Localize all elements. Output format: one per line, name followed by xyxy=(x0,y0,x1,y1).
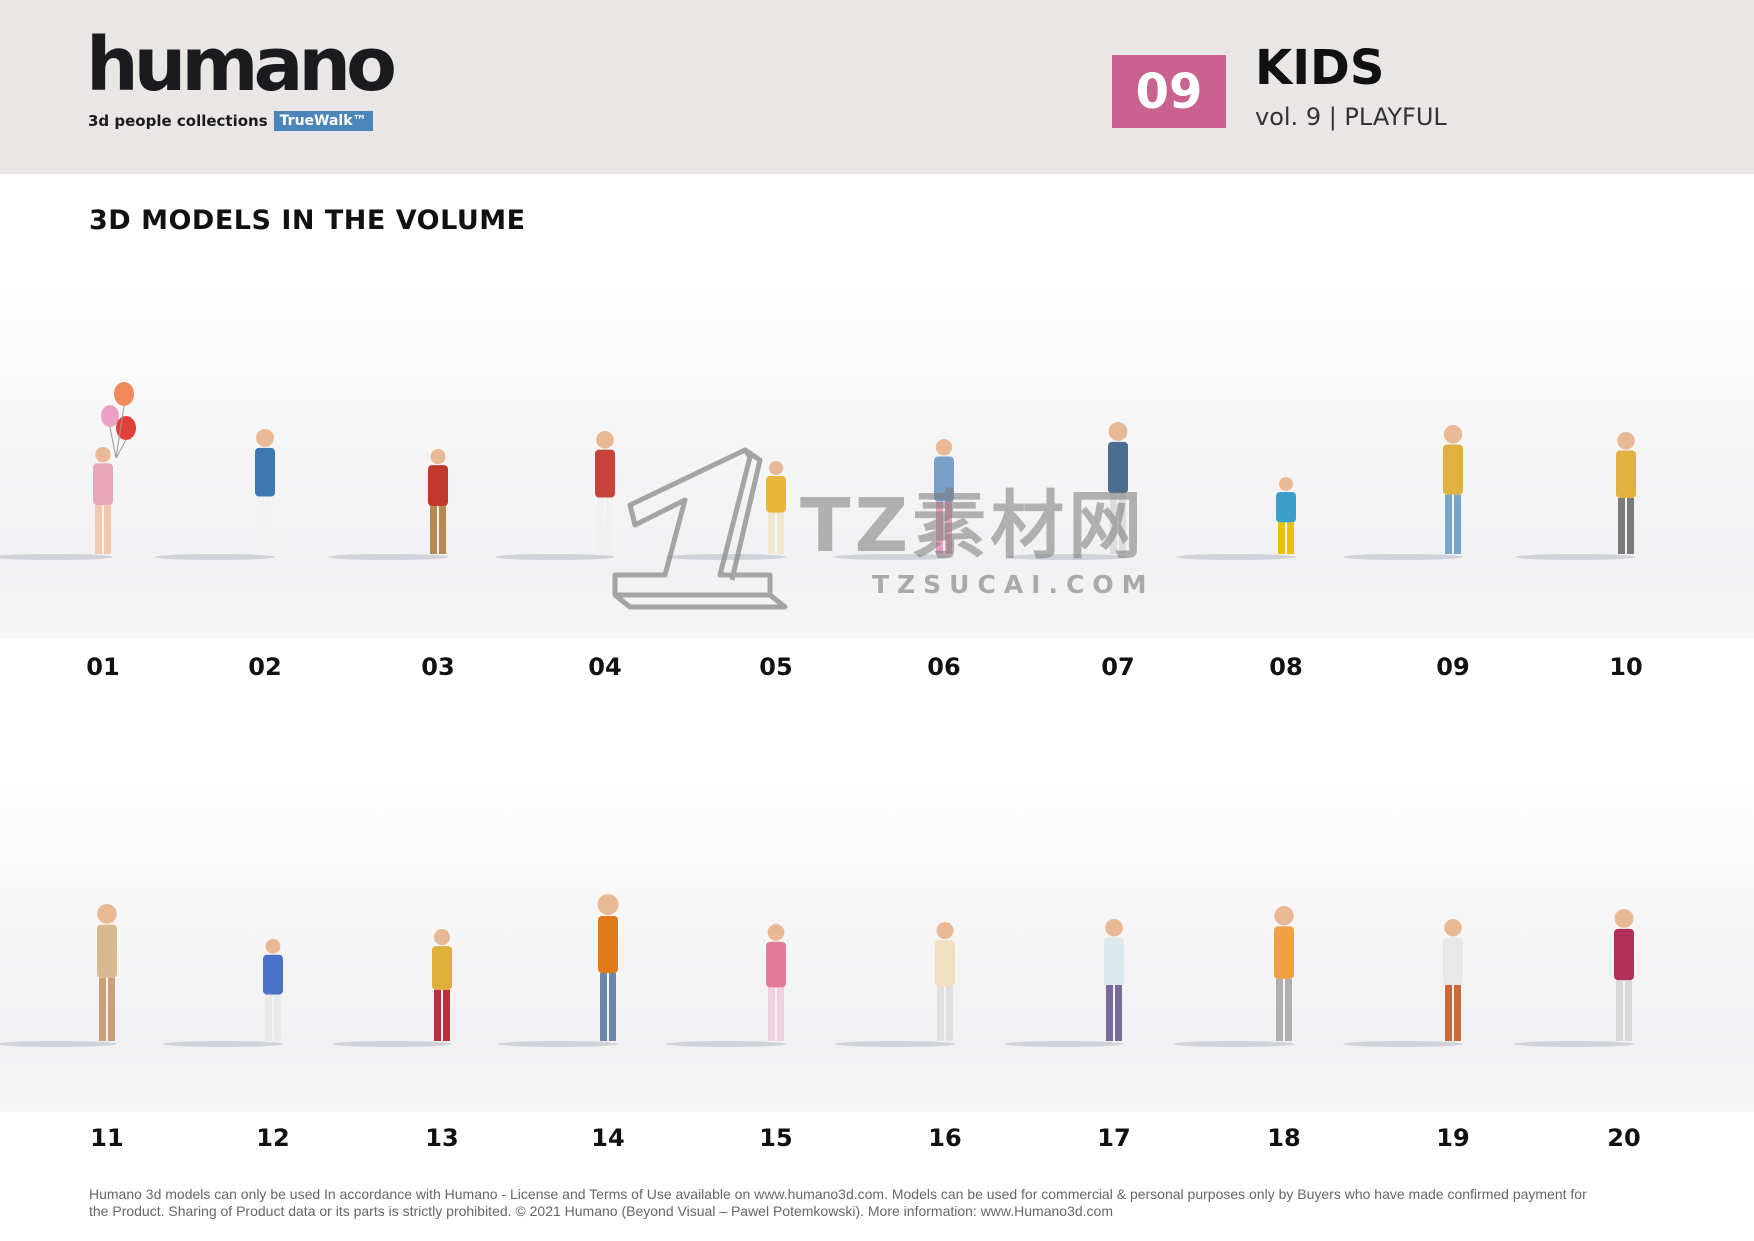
model-figure-14 xyxy=(597,894,619,1041)
figure-shadow xyxy=(835,1041,955,1047)
model-figure-08 xyxy=(1276,477,1296,554)
model-figure-16 xyxy=(935,922,955,1041)
figure-shadow xyxy=(1004,1041,1124,1047)
model-figure-17 xyxy=(1104,919,1124,1041)
figure-shadow xyxy=(332,1041,452,1047)
figure-shadow xyxy=(155,554,275,560)
model-number-label: 01 xyxy=(86,653,120,681)
volume-subtitle: vol. 9 | PLAYFUL xyxy=(1255,103,1447,131)
footer-line-1: Humano 3d models can only be used In acc… xyxy=(89,1186,1587,1202)
model-figure-07 xyxy=(1108,422,1128,554)
model-figure-13 xyxy=(432,929,452,1041)
section-title: 3D MODELS IN THE VOLUME xyxy=(89,205,526,236)
figure-shadow xyxy=(1343,554,1463,560)
figure-shadow xyxy=(0,554,113,560)
figure-shadow xyxy=(1516,554,1636,560)
figure-shadow xyxy=(1514,1041,1634,1047)
model-number-label: 02 xyxy=(248,653,282,681)
model-figure-19 xyxy=(1443,919,1463,1041)
brand-tagline-row: 3d people collections TrueWalk™ xyxy=(88,111,373,131)
model-number-label: 04 xyxy=(588,653,622,681)
model-number-label: 07 xyxy=(1101,653,1135,681)
model-number-label: 20 xyxy=(1607,1124,1641,1152)
figure-shadow xyxy=(495,554,615,560)
model-number-label: 05 xyxy=(759,653,793,681)
figure-shadow xyxy=(328,554,448,560)
model-figure-06 xyxy=(934,439,954,554)
model-figure-05 xyxy=(766,461,786,554)
figure-shadow xyxy=(0,1041,117,1047)
model-figure-03 xyxy=(428,449,448,554)
model-figure-20 xyxy=(1614,909,1634,1041)
figure-shadow xyxy=(834,554,954,560)
brand-tagline: 3d people collections xyxy=(88,112,268,130)
figure-shadow xyxy=(1176,554,1296,560)
model-number-label: 19 xyxy=(1436,1124,1470,1152)
model-number-label: 18 xyxy=(1267,1124,1301,1152)
figure-shadow xyxy=(1343,1041,1463,1047)
model-figure-11 xyxy=(97,904,117,1041)
model-number-label: 08 xyxy=(1269,653,1303,681)
balloons-icon xyxy=(101,382,136,459)
model-number-label: 13 xyxy=(425,1124,459,1152)
watermark-chinese-text: TZ素材网 xyxy=(800,483,1147,569)
model-number-label: 11 xyxy=(90,1124,124,1152)
header-bar xyxy=(0,0,1754,174)
model-number-label: 17 xyxy=(1097,1124,1131,1152)
model-number-label: 03 xyxy=(421,653,455,681)
model-number-label: 10 xyxy=(1609,653,1643,681)
brand-logo: humano xyxy=(86,22,397,108)
model-number-label: 06 xyxy=(927,653,961,681)
model-number-label: 14 xyxy=(591,1124,625,1152)
figure-shadow xyxy=(1174,1041,1294,1047)
model-figure-01 xyxy=(93,447,113,554)
model-figure-18 xyxy=(1274,906,1294,1041)
model-figure-04 xyxy=(595,431,615,554)
truewalk-badge: TrueWalk™ xyxy=(273,111,373,131)
watermark-latin-text: TZSUCAI.COM xyxy=(872,570,1155,599)
volume-number-badge: 09 xyxy=(1112,55,1226,128)
model-figure-09 xyxy=(1443,425,1463,554)
figure-shadow xyxy=(1008,554,1128,560)
figure-shadow xyxy=(163,1041,283,1047)
model-number-label: 15 xyxy=(759,1124,793,1152)
license-footer: Humano 3d models can only be used In acc… xyxy=(89,1186,1679,1220)
figure-shadow xyxy=(498,1041,618,1047)
model-number-label: 09 xyxy=(1436,653,1470,681)
model-figure-15 xyxy=(766,924,786,1041)
model-number-label: 16 xyxy=(928,1124,962,1152)
volume-title: KIDS xyxy=(1255,40,1385,96)
model-figure-10 xyxy=(1616,432,1636,554)
watermark-logo-icon xyxy=(612,447,788,610)
model-number-label: 12 xyxy=(256,1124,290,1152)
model-figure-02 xyxy=(255,429,275,554)
footer-line-2: the Product. Sharing of Product data or … xyxy=(89,1203,1113,1219)
figure-shadow xyxy=(666,1041,786,1047)
model-figure-12 xyxy=(263,939,283,1041)
